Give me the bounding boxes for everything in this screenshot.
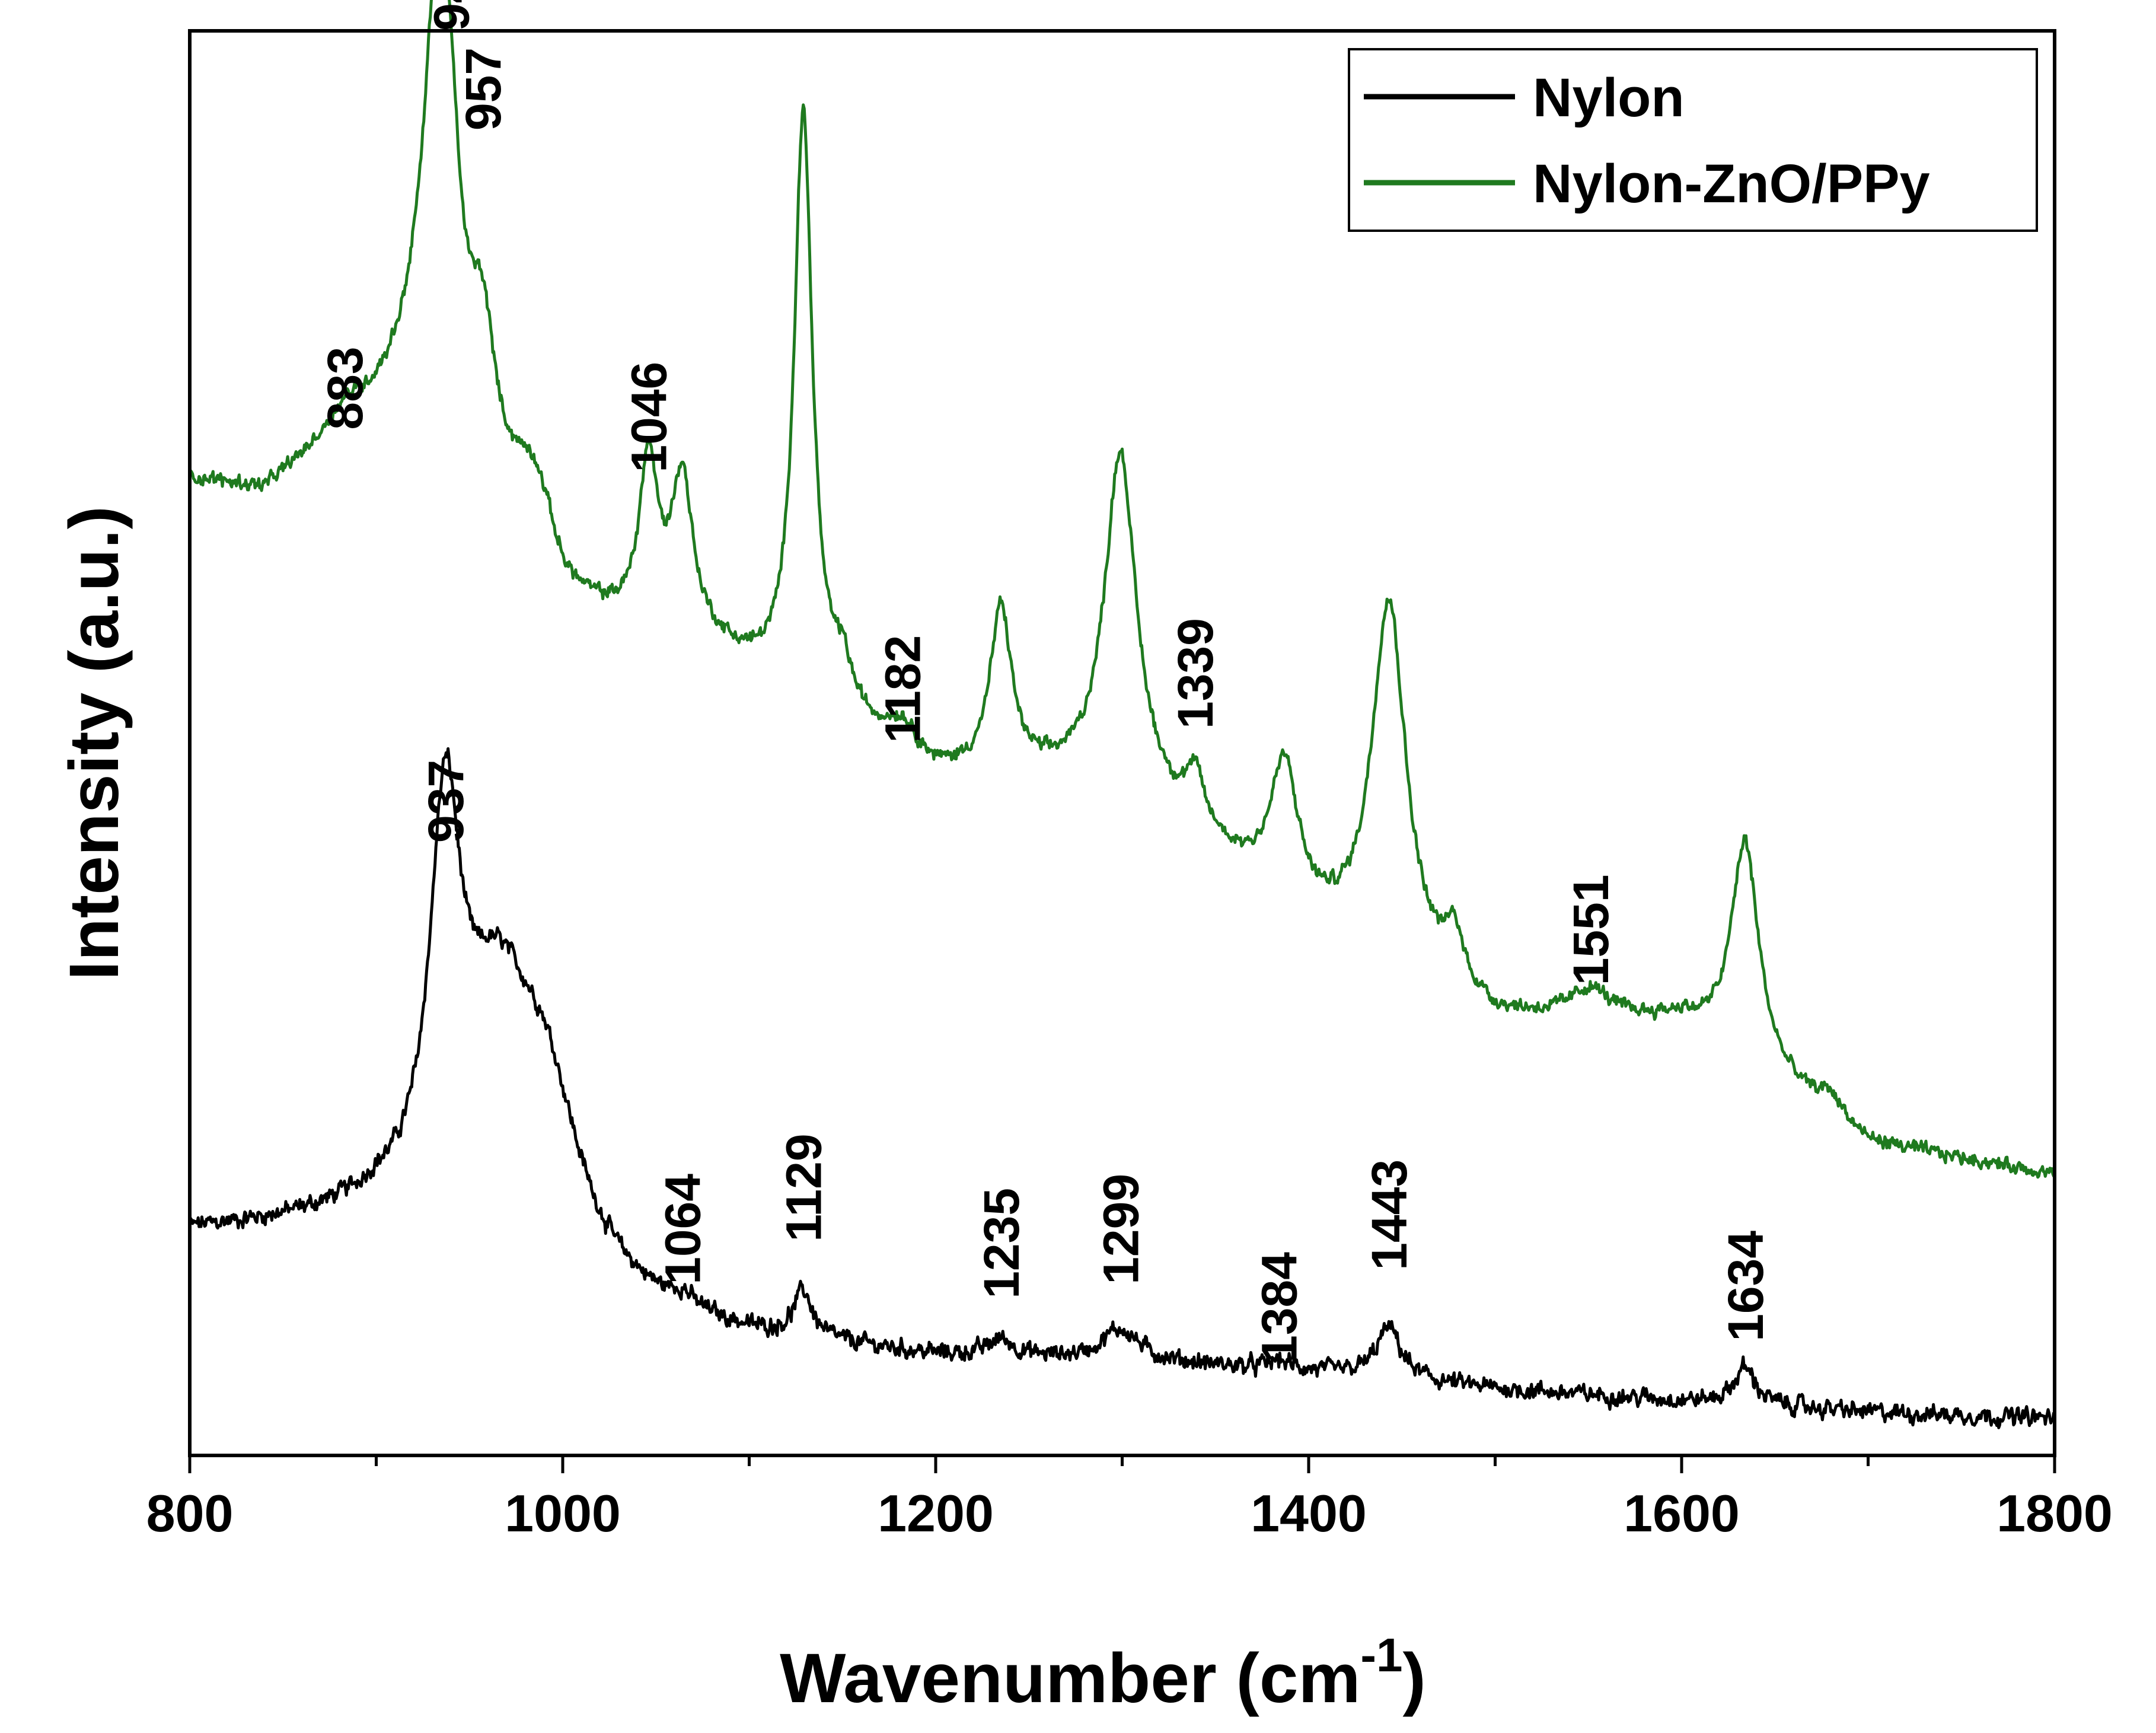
series-line-nylon	[188, 747, 2056, 1429]
x-tick-label: 1000	[505, 1484, 621, 1543]
x-axis-title-superscript: -1	[1360, 1629, 1402, 1681]
peak-label: 1384	[1252, 1252, 1307, 1363]
peak-label: 1339	[1168, 618, 1223, 729]
peak-label: 1235	[974, 1188, 1029, 1299]
x-axis: 800 1000 1200 1400 1600 1800	[146, 1455, 2113, 1543]
peak-label: 937	[418, 760, 474, 843]
peak-label: 1299	[1093, 1174, 1149, 1285]
peak-label: 1634	[1718, 1231, 1774, 1342]
x-tick-label: 800	[146, 1484, 234, 1543]
peak-label: 957	[455, 47, 511, 130]
series-line-nylon-zno-ppy	[189, 0, 2056, 1179]
peak-label: 883	[317, 346, 373, 429]
peak-label: 1064	[655, 1174, 710, 1285]
x-tick-label: 1400	[1251, 1484, 1367, 1543]
legend: Nylon Nylon-ZnO/PPy	[1348, 48, 2038, 232]
legend-label-nylon-zno-ppy: Nylon-ZnO/PPy	[1533, 154, 1930, 214]
x-axis-title: Wavenumber (cm-1)	[780, 1629, 1426, 1718]
peak-label: 1182	[875, 635, 930, 743]
x-tick-label: 1800	[1996, 1484, 2113, 1543]
peak-label: 1129	[776, 1133, 832, 1241]
x-tick-label: 1600	[1624, 1484, 1740, 1543]
series-layer	[188, 0, 2056, 1429]
y-axis-title: Intensity (a.u.)	[55, 506, 133, 980]
peak-label: 1443	[1361, 1159, 1417, 1270]
peak-label: 1551	[1563, 874, 1619, 985]
legend-label-nylon: Nylon	[1533, 68, 1685, 128]
peak-label: 940	[423, 0, 479, 31]
x-axis-title-main: Wavenumber (cm	[780, 1639, 1360, 1718]
x-tick-label: 1200	[878, 1484, 994, 1543]
peak-annotations: 883 937 940 957 1046 1182 1339 1551 1064 1129 1235…	[317, 0, 1774, 1363]
x-axis-title-close: )	[1403, 1639, 1426, 1718]
peak-label: 1046	[621, 362, 677, 473]
legend-box	[1348, 48, 2038, 232]
